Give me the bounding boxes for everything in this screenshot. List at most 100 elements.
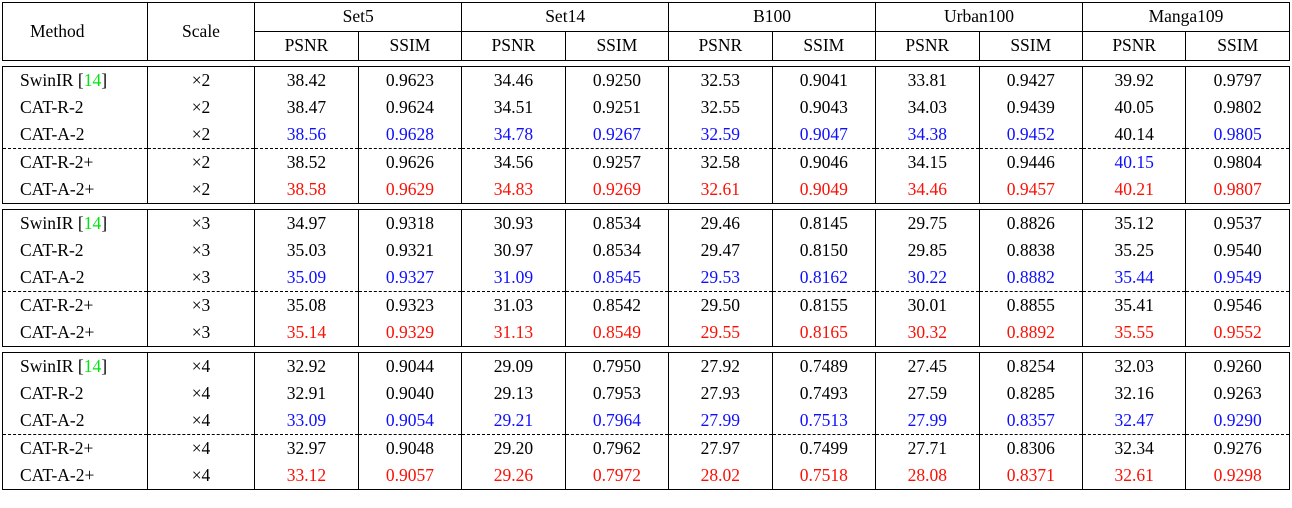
ssim-cell: 0.8150 xyxy=(771,237,876,264)
method-cell: CAT-R-2+ xyxy=(2,291,148,319)
col-header-ssim: SSIM xyxy=(1185,31,1290,61)
ssim-cell: 0.7513 xyxy=(771,407,876,435)
psnr-cell: 38.47 xyxy=(254,94,359,121)
ssim-cell: 0.9452 xyxy=(978,121,1083,149)
method-cell: CAT-R-2+ xyxy=(2,148,148,176)
method-cell: CAT-A-2 xyxy=(3,121,148,149)
psnr-cell: 27.71 xyxy=(875,434,980,462)
table-row: CAT-R-2+ ×4 32.97 0.9048 29.20 0.7962 27.97 0.7… xyxy=(2,434,1290,462)
psnr-cell: 27.97 xyxy=(668,434,773,462)
ssim-cell: 0.9057 xyxy=(357,462,462,490)
table-row: CAT-A-2 ×3 35.09 0.9327 31.09 0.8545 29.53 0.81… xyxy=(3,264,1290,292)
psnr-cell: 29.09 xyxy=(461,352,566,380)
benchmark-results-table: Method Scale Set5 Set14 B100 Urban100 Manga1… xyxy=(2,2,1290,490)
method-cell: CAT-R-2+ xyxy=(2,434,148,462)
ssim-cell: 0.9290 xyxy=(1185,407,1290,435)
psnr-cell: 32.03 xyxy=(1081,352,1186,380)
psnr-cell: 29.47 xyxy=(668,237,773,264)
psnr-cell: 27.99 xyxy=(668,407,773,435)
psnr-cell: 34.83 xyxy=(461,176,566,204)
ssim-cell: 0.9260 xyxy=(1185,352,1290,380)
psnr-cell: 27.59 xyxy=(875,380,980,407)
scale-block-x2: SwinIR [14] ×2 38.42 0.9623 34.46 0.9250 32.53… xyxy=(2,66,1290,204)
ssim-cell: 0.9047 xyxy=(771,121,876,149)
psnr-cell: 34.51 xyxy=(461,94,566,121)
psnr-cell: 33.81 xyxy=(875,66,980,94)
table-row: SwinIR [14] ×3 34.97 0.9318 30.93 0.8534 29.46… xyxy=(3,209,1290,237)
ssim-cell: 0.9628 xyxy=(357,121,462,149)
psnr-cell: 29.53 xyxy=(668,264,773,292)
col-header-dataset: Set5 xyxy=(254,2,462,32)
ssim-cell: 0.9044 xyxy=(357,352,462,380)
scale-cell: ×2 xyxy=(146,94,255,121)
scale-block-x3: SwinIR [14] ×3 34.97 0.9318 30.93 0.8534 29.46… xyxy=(2,209,1290,347)
method-name: CAT-A-2 xyxy=(20,409,85,430)
ssim-cell: 0.9276 xyxy=(1185,434,1290,462)
ssim-cell: 0.9041 xyxy=(771,66,876,94)
scale-cell: ×3 xyxy=(146,264,255,292)
psnr-cell: 29.21 xyxy=(461,407,566,435)
table-row: CAT-R-2 ×2 38.47 0.9624 34.51 0.9251 32.55 0.90… xyxy=(3,94,1290,121)
ssim-cell: 0.8357 xyxy=(978,407,1083,435)
method-name: CAT-R-2+ xyxy=(20,294,94,315)
psnr-cell: 29.55 xyxy=(668,319,773,347)
psnr-cell: 40.05 xyxy=(1081,94,1186,121)
ssim-cell: 0.8838 xyxy=(978,237,1083,264)
method-cell: CAT-R-2 xyxy=(3,94,148,121)
psnr-cell: 33.09 xyxy=(254,407,359,435)
table-row: CAT-R-2 ×3 35.03 0.9321 30.97 0.8534 29.47 0.81… xyxy=(3,237,1290,264)
scale-cell: ×2 xyxy=(146,121,255,149)
ssim-cell: 0.9623 xyxy=(357,66,462,94)
psnr-cell: 32.55 xyxy=(668,94,773,121)
scale-cell: ×4 xyxy=(146,434,255,462)
method-cell: CAT-A-2+ xyxy=(3,176,148,204)
dataset-header-row: Method Scale Set5 Set14 B100 Urban100 Manga1… xyxy=(3,2,1290,61)
psnr-cell: 40.15 xyxy=(1081,148,1186,176)
ssim-cell: 0.9257 xyxy=(564,148,669,176)
psnr-cell: 34.46 xyxy=(461,66,566,94)
method-cell: CAT-A-2 xyxy=(3,407,148,435)
method-name: SwinIR xyxy=(20,355,74,376)
ssim-cell: 0.9457 xyxy=(978,176,1083,204)
col-header-dataset: Manga109 xyxy=(1081,2,1290,32)
ssim-cell: 0.9318 xyxy=(357,209,462,237)
ssim-cell: 0.8549 xyxy=(564,319,669,347)
psnr-cell: 27.45 xyxy=(875,352,980,380)
ssim-cell: 0.9797 xyxy=(1185,66,1290,94)
ssim-cell: 0.9552 xyxy=(1185,319,1290,347)
method-cell: SwinIR [14] xyxy=(20,69,108,90)
method-name: CAT-R-2+ xyxy=(20,437,94,458)
table-row: CAT-R-2+ ×3 35.08 0.9323 31.03 0.8542 29.50 0.8… xyxy=(2,291,1290,319)
ssim-cell: 0.7953 xyxy=(564,380,669,407)
ssim-cell: 0.8306 xyxy=(978,434,1083,462)
psnr-cell: 34.78 xyxy=(461,121,566,149)
psnr-cell: 30.01 xyxy=(875,291,980,319)
method-name: CAT-R-2 xyxy=(20,239,84,260)
psnr-cell: 35.25 xyxy=(1081,237,1186,264)
table-row: CAT-A-2+ ×3 35.14 0.9329 31.13 0.8549 29.55 0.8… xyxy=(3,319,1290,347)
method-name: SwinIR xyxy=(20,69,74,90)
ssim-cell: 0.9537 xyxy=(1185,209,1290,237)
psnr-cell: 38.58 xyxy=(254,176,359,204)
psnr-cell: 35.44 xyxy=(1081,264,1186,292)
psnr-cell: 28.08 xyxy=(875,462,980,490)
method-name: CAT-A-2+ xyxy=(20,464,95,485)
scale-cell: ×2 xyxy=(146,66,255,94)
table-row: SwinIR [14] ×4 32.92 0.9044 29.09 0.7950 27.92… xyxy=(3,352,1290,380)
ssim-cell: 0.9250 xyxy=(564,66,669,94)
col-header-dataset: B100 xyxy=(668,2,876,32)
psnr-cell: 35.03 xyxy=(254,237,359,264)
ssim-cell: 0.8855 xyxy=(978,291,1083,319)
method-cell: CAT-R-2 xyxy=(3,380,148,407)
psnr-cell: 31.03 xyxy=(461,291,566,319)
psnr-cell: 32.61 xyxy=(668,176,773,204)
psnr-cell: 34.97 xyxy=(254,209,359,237)
ssim-cell: 0.9807 xyxy=(1185,176,1290,204)
ssim-cell: 0.8892 xyxy=(978,319,1083,347)
psnr-cell: 28.02 xyxy=(668,462,773,490)
method-cell: CAT-A-2+ xyxy=(3,462,148,490)
ssim-cell: 0.9427 xyxy=(978,66,1083,94)
psnr-cell: 40.14 xyxy=(1081,121,1186,149)
psnr-cell: 29.13 xyxy=(461,380,566,407)
method-cell: CAT-R-2 xyxy=(3,237,148,264)
